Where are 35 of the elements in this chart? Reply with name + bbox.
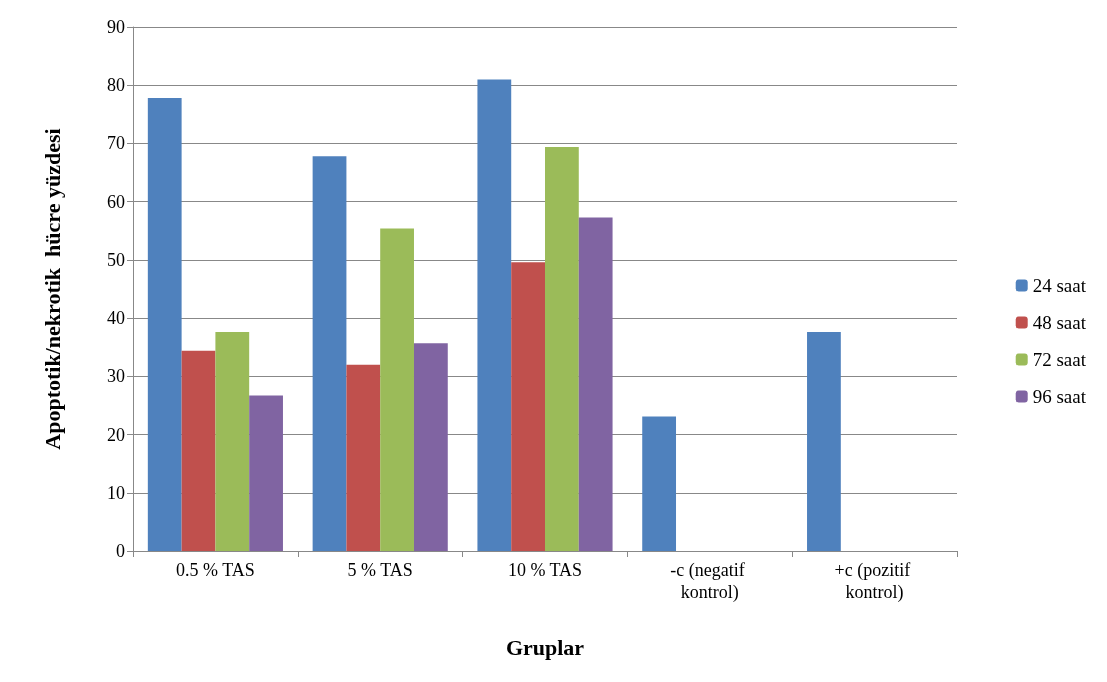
legend-label: 48 saat <box>1032 312 1087 333</box>
y-tick-label: 50 <box>107 249 125 270</box>
y-tick-label: 30 <box>107 366 125 387</box>
x-tick-label: 0.5 % TAS <box>176 560 255 580</box>
bar <box>642 416 677 551</box>
bar <box>545 146 579 551</box>
x-tick-label: +c (pozitif kontrol) <box>834 560 915 603</box>
y-tick-label: 80 <box>107 75 125 96</box>
bar <box>511 262 545 551</box>
x-tick-label: -c (negatif kontrol) <box>670 560 750 603</box>
y-tick-label: 0 <box>116 541 125 561</box>
y-tick-label: 10 <box>107 482 125 503</box>
bar <box>413 343 448 551</box>
bar <box>578 217 613 551</box>
bar <box>807 332 841 551</box>
y-tick-label: 90 <box>107 17 125 37</box>
y-tick-label: 70 <box>107 133 125 154</box>
x-tick-label: 10 % TAS <box>507 560 583 580</box>
bar <box>147 98 182 551</box>
bar <box>312 156 347 551</box>
y-tick-label: 60 <box>107 191 125 212</box>
bar <box>181 350 216 551</box>
bar <box>346 364 381 551</box>
y-tick-label: 20 <box>107 424 125 445</box>
legend-label: 96 saat <box>1032 386 1087 407</box>
bar <box>249 395 283 551</box>
bar <box>380 228 414 551</box>
bar <box>477 79 512 551</box>
x-axis-title: Gruplar <box>505 634 585 660</box>
bar <box>215 332 250 551</box>
y-axis-title: Apoptotik/nekrotik hücre yüzdesi <box>39 128 65 450</box>
legend-label: 72 saat <box>1032 349 1087 370</box>
legend-label: 24 saat <box>1032 275 1087 296</box>
y-tick-label: 40 <box>107 308 125 329</box>
x-tick-label: 5 % TAS <box>347 560 413 580</box>
